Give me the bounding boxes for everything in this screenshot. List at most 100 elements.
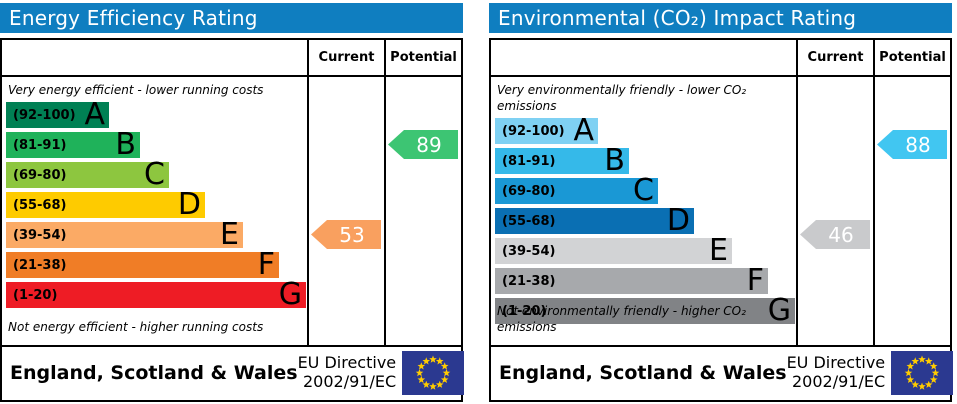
- band-bar: (39-54) E: [495, 236, 732, 266]
- table-header-row: Current Potential: [2, 40, 461, 77]
- band-row: (69-80) C: [495, 173, 796, 208]
- top-note: Very energy efficient - lower running co…: [8, 83, 264, 97]
- current-column-header: Current: [796, 40, 873, 75]
- band-range-label: (1-20): [13, 287, 58, 303]
- band-range-label: (55-68): [502, 213, 556, 229]
- band-row: (1-20) G: [495, 293, 796, 328]
- bands-column: Very environmentally friendly - lower CO…: [491, 77, 796, 345]
- potential-arrow: 88: [877, 130, 947, 159]
- band-range-label: (69-80): [13, 167, 67, 183]
- band-bar: (1-20) G: [6, 277, 306, 312]
- band-range-label: (92-100): [502, 123, 565, 139]
- band-bar: (21-38) F: [6, 247, 279, 282]
- band-range-label: (81-91): [13, 137, 67, 153]
- band-row: (55-68) D: [495, 203, 796, 238]
- band-row: (92-100) A: [495, 113, 796, 148]
- band-letter: A: [84, 97, 105, 132]
- bottom-note: Not environmentally friendly - higher CO…: [497, 304, 746, 334]
- potential-column: 88: [873, 77, 950, 345]
- eu-directive-label: EU Directive 2002/91/EC: [297, 352, 403, 392]
- band-letter: F: [257, 247, 275, 282]
- band-bar: (69-80) C: [6, 157, 169, 192]
- band-letter: D: [177, 187, 201, 222]
- band-range-label: (1-20): [502, 303, 547, 319]
- band-row: (39-54) E: [495, 236, 796, 266]
- band-letter: C: [144, 157, 165, 192]
- band-range-label: (69-80): [502, 183, 556, 199]
- eu-directive-label: EU Directive 2002/91/EC: [786, 352, 892, 392]
- potential-column-header: Potential: [384, 40, 461, 75]
- current-value: 46: [828, 222, 854, 247]
- band-letter: F: [746, 263, 764, 298]
- band-bar: (1-20) G: [495, 293, 795, 328]
- band-range-label: (81-91): [502, 153, 556, 169]
- eu-flag-icon: [402, 350, 465, 395]
- band-bar: (55-68) D: [495, 203, 694, 238]
- current-arrow: 53: [311, 220, 381, 249]
- co2-impact-panel: Environmental (CO₂) Impact Rating Curren…: [489, 3, 954, 404]
- eu-directive-line2: 2002/91/EC: [303, 371, 397, 391]
- band-letter: D: [666, 203, 690, 238]
- band-range-label: (21-38): [502, 273, 556, 289]
- band-bar: (55-68) D: [6, 187, 205, 222]
- potential-value: 89: [416, 132, 442, 157]
- band-row: (55-68) D: [6, 187, 307, 222]
- energy-efficiency-panel: Energy Efficiency Rating Current Potenti…: [0, 3, 465, 404]
- band-bar: (92-100) A: [6, 97, 109, 132]
- bands-column: Very energy efficient - lower running co…: [2, 77, 307, 345]
- eu-flag-icon: [891, 350, 954, 395]
- bands: (92-100) A (81-91) B (69-80) C (55-68) D…: [6, 97, 307, 312]
- rating-table: Current Potential Very environmentally f…: [489, 38, 954, 402]
- current-column: 46: [796, 77, 873, 345]
- rating-body: Very energy efficient - lower running co…: [2, 77, 461, 345]
- region-label: England, Scotland & Wales: [10, 361, 298, 384]
- rating-body: Very environmentally friendly - lower CO…: [491, 77, 950, 345]
- band-letter: G: [278, 277, 302, 312]
- potential-arrow: 89: [388, 130, 458, 159]
- band-row: (39-54) E: [6, 217, 307, 252]
- band-range-label: (92-100): [13, 107, 76, 123]
- band-row: (1-20) G: [6, 277, 307, 312]
- band-row: (81-91) B: [6, 127, 307, 162]
- header-spacer: [2, 40, 307, 75]
- band-bar: (92-100) A: [495, 113, 598, 148]
- band-letter: B: [115, 127, 136, 162]
- band-row: (21-38) F: [495, 263, 796, 298]
- band-row: (81-91) B: [495, 143, 796, 178]
- top-note: Very environmentally friendly - lower CO…: [497, 83, 747, 113]
- band-row: (21-38) F: [6, 247, 307, 282]
- page-title: Energy Efficiency Rating: [0, 3, 463, 33]
- potential-value: 88: [905, 132, 931, 157]
- band-range-label: (21-38): [13, 257, 67, 273]
- current-arrow: 46: [800, 220, 870, 249]
- page-title: Environmental (CO₂) Impact Rating: [489, 3, 952, 33]
- band-bar: (69-80) C: [495, 173, 658, 208]
- band-range-label: (39-54): [13, 227, 67, 243]
- band-letter: A: [573, 113, 594, 148]
- band-bar: (81-91) B: [6, 127, 140, 162]
- header-spacer: [491, 40, 796, 75]
- rating-table: Current Potential Very energy efficient …: [0, 38, 465, 402]
- eu-directive-line1: EU Directive: [786, 352, 886, 372]
- table-footer: England, Scotland & Wales EU Directive 2…: [491, 345, 954, 398]
- current-column: 53: [307, 77, 384, 345]
- bands: (92-100) A (81-91) B (69-80) C (55-68) D…: [495, 113, 796, 328]
- band-row: (92-100) A: [6, 97, 307, 132]
- band-bar: (21-38) F: [495, 263, 768, 298]
- band-letter: B: [604, 143, 625, 178]
- table-footer: England, Scotland & Wales EU Directive 2…: [2, 345, 465, 398]
- current-value: 53: [339, 222, 365, 247]
- band-bar: (39-54) E: [6, 217, 243, 252]
- band-letter: G: [767, 293, 791, 328]
- band-letter: C: [633, 173, 654, 208]
- potential-column-header: Potential: [873, 40, 950, 75]
- current-column-header: Current: [307, 40, 384, 75]
- band-letter: E: [220, 217, 239, 252]
- region-label: England, Scotland & Wales: [499, 361, 787, 384]
- band-range-label: (55-68): [13, 197, 67, 213]
- bottom-note: Not energy efficient - higher running co…: [8, 320, 264, 334]
- band-row: (69-80) C: [6, 157, 307, 192]
- table-header-row: Current Potential: [491, 40, 950, 77]
- eu-directive-line1: EU Directive: [297, 352, 397, 372]
